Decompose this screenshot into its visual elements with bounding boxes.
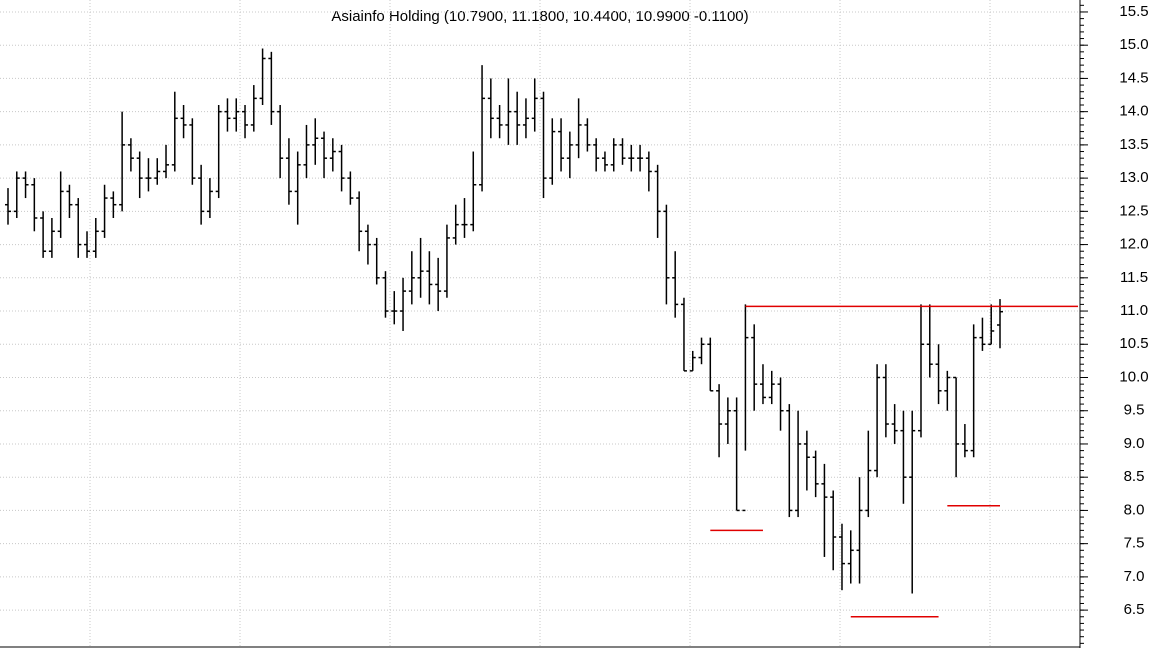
y-tick-label: 10.5 [1119,335,1148,352]
chart-title: Asiainfo Holding (10.7900, 11.1800, 10.4… [331,8,748,25]
y-tick-label: 7.0 [1124,568,1145,585]
y-tick-label: 7.5 [1124,535,1145,552]
y-tick-label: 6.5 [1124,601,1145,618]
y-tick-label: 11.5 [1120,269,1148,286]
y-tick-label: 12.0 [1119,236,1148,253]
y-tick-label: 11.0 [1120,302,1148,319]
y-tick-label: 9.5 [1124,402,1145,419]
y-tick-label: 8.0 [1124,501,1145,518]
y-tick-label: 14.5 [1119,69,1148,86]
y-tick-label: 13.0 [1119,169,1148,186]
y-tick-label: 9.0 [1124,435,1145,452]
y-tick-label: 8.5 [1124,468,1145,485]
y-tick-label: 14.0 [1119,103,1148,120]
y-tick-label: 12.5 [1119,202,1148,219]
y-tick-label: 10.0 [1119,368,1148,385]
y-tick-label: 15.5 [1119,3,1148,20]
y-tick-label: 15.0 [1119,36,1148,53]
y-tick-label: 13.5 [1119,136,1148,153]
